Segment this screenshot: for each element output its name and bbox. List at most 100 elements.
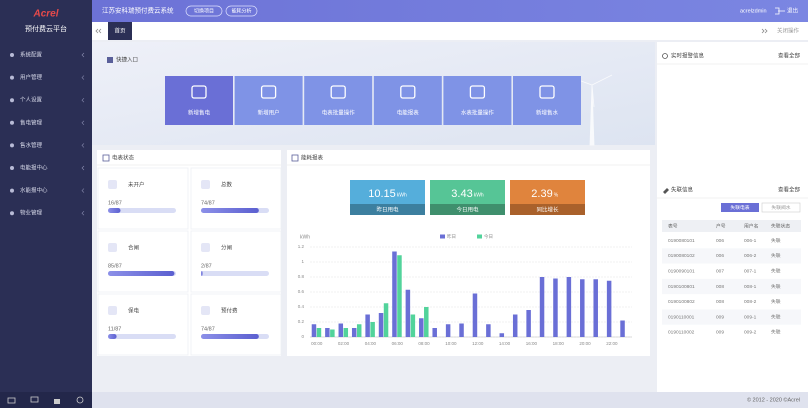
table-cell: 0190100801 [668, 284, 695, 290]
offline-view-all[interactable]: 查看全部 [778, 185, 801, 193]
top-button-label[interactable]: 切换项目 [194, 8, 214, 15]
legend-label: 今日 [484, 233, 493, 240]
menu-item[interactable]: 物业管理 [20, 209, 43, 217]
status-label: 未开户 [128, 180, 145, 188]
menu-icon [10, 211, 14, 216]
table-cell: 失联 [771, 329, 781, 336]
menu-item[interactable]: 系统配置 [20, 50, 43, 58]
table-row [662, 248, 801, 264]
x-tick-label: 16:00 [526, 341, 538, 346]
tab-active[interactable] [108, 22, 132, 40]
alarm-icon [662, 53, 668, 59]
menu-item[interactable]: 售水管理 [20, 141, 43, 149]
table-row [662, 278, 801, 295]
menu-icon[interactable] [7, 397, 16, 404]
lock-icon[interactable] [54, 399, 60, 404]
user-name[interactable]: acrelzdmin [740, 8, 767, 14]
logout[interactable]: 退出 [787, 6, 798, 14]
quick-tile[interactable] [443, 76, 512, 125]
menu-item[interactable]: 电能报中心 [20, 163, 48, 171]
tab-label[interactable]: 首页 [114, 26, 126, 34]
close-tabs[interactable]: 关闭操作 [777, 26, 800, 34]
y-tick-label: 1.2 [298, 244, 305, 249]
table-cell: 008-1 [744, 284, 757, 290]
table-cell: 0190090101 [668, 268, 695, 274]
tab-left[interactable] [95, 28, 102, 34]
progress-track [201, 271, 269, 276]
energy-value: 2.39 [531, 188, 552, 200]
menu-icon [10, 166, 14, 170]
top-button[interactable] [225, 5, 258, 17]
y-tick-label: 1 [301, 259, 304, 264]
quick-tile-label[interactable]: 水表批量操作 [461, 108, 495, 116]
menu-arrow [81, 120, 85, 126]
status-card [97, 167, 189, 230]
menu-item[interactable]: 用户管理 [20, 73, 43, 81]
bar [338, 323, 344, 337]
top-button-label[interactable]: 能耗分析 [231, 8, 251, 15]
menu-icon [10, 120, 14, 125]
quick-tile[interactable] [165, 76, 233, 125]
bar [405, 289, 411, 337]
quick-tile[interactable] [373, 76, 442, 125]
x-tick-label: 04:00 [365, 341, 377, 346]
tab-right[interactable] [761, 28, 768, 34]
bar [553, 278, 558, 337]
status-icon [201, 243, 210, 252]
menu-item[interactable]: 售电管理 [20, 118, 43, 126]
quick-tile-label[interactable]: 新增用户 [258, 108, 280, 116]
table-cell: 006 [716, 238, 724, 244]
tile-icon [330, 85, 346, 99]
status-icon [201, 180, 210, 189]
status-label: 保电 [128, 306, 140, 314]
menu-item[interactable]: 个人设置 [20, 96, 43, 104]
table-row [662, 263, 801, 279]
table-header [662, 220, 801, 232]
table-cell: 006 [716, 253, 724, 259]
offline-icon [663, 188, 669, 194]
offline-button-label[interactable]: 失联电表 [730, 204, 749, 211]
power-icon[interactable] [76, 396, 84, 404]
logout-icon [775, 7, 785, 15]
status-icon [108, 306, 117, 315]
quick-icon [107, 57, 113, 63]
quick-tile-label[interactable]: 电能报表 [397, 108, 420, 116]
quick-tile[interactable] [234, 76, 303, 125]
table-cell: 009-2 [744, 330, 757, 336]
screen-icon[interactable] [30, 396, 39, 403]
energy-icon [291, 154, 299, 162]
top-button[interactable] [185, 5, 223, 17]
bar [419, 318, 424, 337]
status-count: 74/87 [201, 200, 215, 206]
offline-button[interactable] [761, 202, 801, 213]
menu-item[interactable]: 水能报中心 [20, 186, 48, 194]
legend-label: 昨日 [447, 233, 456, 240]
logo: Acrel [32, 9, 58, 20]
table-cell: 失联 [771, 252, 781, 259]
quick-tile[interactable] [304, 76, 373, 125]
offline-button[interactable] [721, 203, 759, 212]
offline-button-label[interactable]: 失联阀水 [771, 204, 790, 211]
footer-bar [92, 392, 808, 408]
quick-tile-label[interactable]: 新增售水 [536, 108, 559, 116]
table-header-cell: 失联状态 [771, 222, 790, 229]
tile-icon [400, 85, 416, 99]
sidebar-footer [0, 392, 92, 408]
menu-icon [10, 53, 14, 57]
table-cell: 失联 [771, 237, 781, 244]
bar [311, 324, 317, 337]
quick-tile[interactable] [513, 76, 581, 125]
table-cell: 0190110002 [668, 330, 695, 336]
bar [383, 303, 389, 337]
table-cell: 失联 [771, 313, 781, 320]
table-cell: 006-2 [744, 253, 757, 259]
quick-tile-label[interactable]: 电表批量操作 [322, 108, 356, 116]
quick-tile-label[interactable]: 新增售电 [188, 108, 211, 116]
energy-label: 昨日用电 [376, 205, 399, 213]
alarm-view-all[interactable]: 查看全部 [778, 51, 801, 59]
bar [445, 324, 451, 337]
bar [512, 314, 518, 337]
x-tick-label: 08:00 [418, 341, 430, 346]
menu-icon [10, 188, 14, 193]
